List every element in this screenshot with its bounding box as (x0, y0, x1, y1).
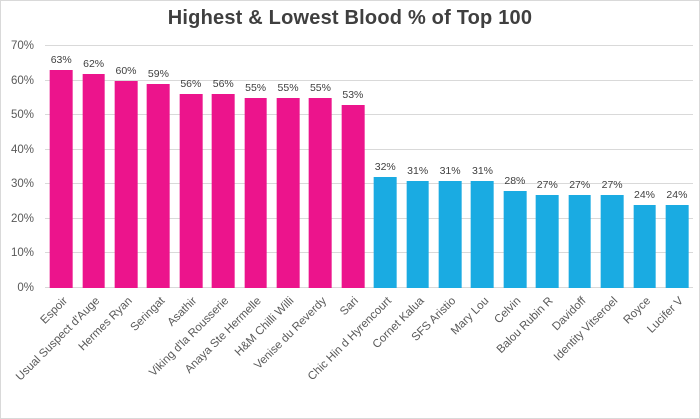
bar-value-label: 31% (471, 164, 493, 177)
chart-title: Highest & Lowest Blood % of Top 100 (167, 7, 533, 29)
bar-value-label: 27% (536, 178, 558, 191)
y-axis-tick-label: 70% (10, 40, 34, 52)
gridline (45, 287, 693, 288)
bar-value-label: 27% (601, 178, 623, 191)
bar-value-label: 24% (666, 189, 688, 202)
bar (503, 191, 527, 288)
bar (438, 180, 462, 288)
bar-slot: 24% (661, 46, 693, 288)
x-axis-labels: Espoir Usual Suspect d'Auge Hermes Ryan Ser… (14, 288, 693, 418)
bar (82, 73, 105, 288)
bar (600, 194, 624, 288)
bar-slot: 63% (45, 46, 77, 288)
x-axis-label-slot: Hermes Ryan (76, 288, 142, 418)
bar-value-label: 31% (407, 164, 429, 177)
bar-slot: 31% (466, 46, 498, 288)
bar (633, 205, 656, 288)
bar (147, 84, 170, 288)
x-axis-label-slot: Identity Vitseroel (552, 288, 628, 418)
bar-value-label: 59% (147, 68, 169, 81)
bar-slot: 62% (77, 46, 109, 288)
bar-slot: 55% (304, 46, 336, 288)
bar-slot: 31% (401, 46, 433, 288)
gridline (45, 217, 693, 219)
bar-value-label: 27% (569, 178, 591, 191)
bar-value-label: 62% (83, 57, 105, 70)
bar (406, 180, 430, 288)
bar (665, 205, 689, 288)
gridline (45, 79, 693, 81)
y-axis-tick-label: 20% (10, 212, 34, 225)
bar-value-label: 53% (342, 88, 364, 101)
bar-value-label: 60% (115, 64, 137, 77)
y-axis: 0% 10% 20% 30% 40% 50% 60% 70% (1, 40, 38, 294)
bar-slot: 27% (596, 46, 628, 288)
y-axis-tick-label: 60% (10, 74, 34, 87)
bar-value-label: 28% (504, 175, 526, 188)
bar-slot: 32% (369, 46, 401, 288)
gridline (45, 252, 693, 254)
x-axis-category-label: Espoir (38, 295, 70, 327)
x-axis-category-label: Sari (338, 295, 362, 318)
x-axis-label-slot: Chic Hin d Hyrencourt (306, 288, 401, 418)
bar (276, 97, 300, 288)
bar-slot: 27% (531, 46, 563, 288)
bar-slot: 27% (564, 46, 596, 288)
bar-value-label: 55% (245, 81, 267, 94)
y-axis-tick-label: 10% (10, 247, 34, 260)
bar-slot: 60% (110, 46, 142, 288)
y-axis-tick-label: 0% (17, 282, 34, 294)
bar-value-label: 31% (439, 164, 461, 177)
y-axis-tick-label: 50% (10, 109, 34, 122)
gridline (45, 45, 693, 46)
bar-slot: 55% (239, 46, 271, 288)
gridline (45, 114, 693, 116)
gridline (45, 148, 693, 150)
plot-area: 63% 62% 60% 59% 56% 56% 55% 55% 55% 53% 32% 31% 31% 3… (45, 45, 693, 288)
bar-value-label: 55% (277, 81, 299, 94)
bar (211, 94, 235, 288)
bar (309, 97, 332, 288)
bar (568, 194, 592, 288)
bar-slot: 55% (272, 46, 304, 288)
y-axis-tick-label: 30% (10, 178, 34, 191)
bar (535, 194, 559, 288)
bar-slot: 56% (175, 46, 207, 288)
bar-slot: 56% (207, 46, 239, 288)
bar-value-label: 56% (180, 78, 202, 91)
bar-value-label: 63% (50, 54, 72, 67)
bar-value-label: 32% (374, 161, 396, 174)
bar-slot: 28% (499, 46, 531, 288)
bar-value-label: 55% (309, 81, 331, 94)
bar-slot: 53% (337, 46, 369, 288)
bar (179, 94, 203, 288)
y-axis-tick-label: 40% (10, 143, 34, 156)
x-axis-label-slot: Cornet Kalua (370, 288, 433, 418)
x-axis-label-slot: Mary Lou (449, 288, 498, 418)
x-axis-label-slot: SFS Aristio (410, 288, 466, 418)
bar (373, 177, 397, 288)
bar (244, 97, 267, 288)
bar-value-label: 56% (212, 78, 234, 91)
bar (114, 80, 138, 288)
bar (341, 104, 365, 288)
x-axis-label-slot: Royce (621, 288, 660, 418)
x-axis-label-slot: Usual Suspect d'Auge (14, 288, 109, 418)
bar (49, 70, 73, 288)
bar-slot: 31% (434, 46, 466, 288)
bar (471, 180, 494, 288)
bar-slot: 59% (142, 46, 174, 288)
x-axis-label-slot: Lucifer V (645, 288, 693, 418)
gridline (45, 183, 693, 185)
bars-container: 63% 62% 60% 59% 56% 56% 55% 55% 55% 53% 32% 31% 31% 3… (45, 46, 693, 288)
bar-value-label: 24% (634, 189, 656, 202)
bar-slot: 24% (628, 46, 660, 288)
